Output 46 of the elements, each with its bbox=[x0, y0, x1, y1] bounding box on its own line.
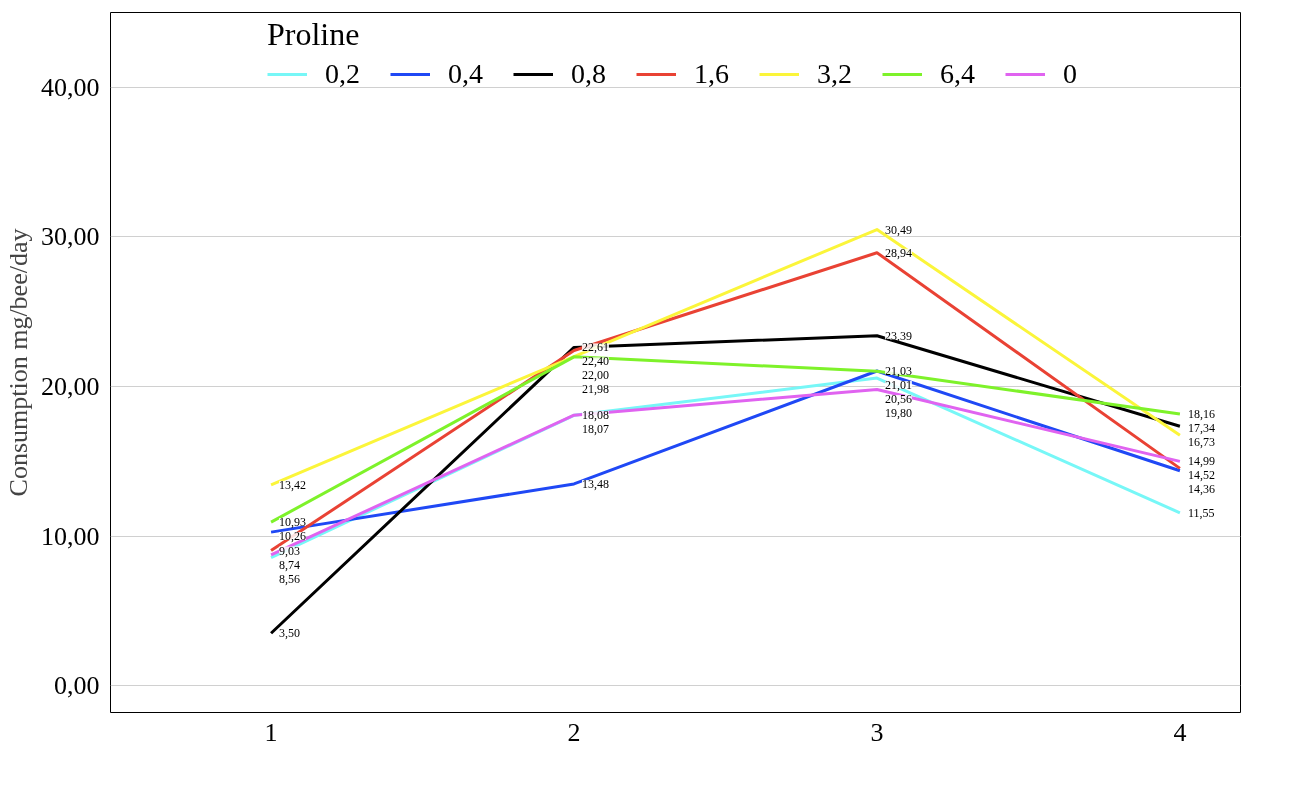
data-label: 13,48 bbox=[582, 476, 610, 491]
legend-label: 1,6 bbox=[694, 58, 729, 90]
y-tick-label: 30,00 bbox=[41, 222, 100, 252]
data-label: 30,49 bbox=[884, 222, 912, 237]
data-label: 23,39 bbox=[884, 328, 912, 343]
data-label: 3,50 bbox=[279, 626, 301, 641]
data-label: 21,03 bbox=[884, 364, 912, 379]
data-label: 19,80 bbox=[884, 406, 912, 421]
data-label: 14,52 bbox=[1187, 468, 1215, 483]
data-label: 20,56 bbox=[884, 392, 912, 407]
data-label: 18,16 bbox=[1187, 406, 1215, 421]
legend-label: 0 bbox=[1063, 58, 1078, 90]
data-label: 9,03 bbox=[279, 543, 301, 558]
x-tick-label: 2 bbox=[567, 717, 581, 747]
data-label: 16,73 bbox=[1187, 434, 1215, 449]
data-label: 18,07 bbox=[582, 422, 610, 437]
data-label: 13,42 bbox=[279, 477, 307, 492]
legend-label: 0,8 bbox=[571, 58, 606, 90]
y-axis-title: Consumption mg/bee/day bbox=[4, 228, 33, 497]
x-tick-label: 1 bbox=[264, 717, 278, 747]
data-label: 28,94 bbox=[884, 245, 912, 260]
data-label: 18,08 bbox=[582, 408, 610, 423]
legend-label: 3,2 bbox=[817, 58, 852, 90]
y-tick-label: 40,00 bbox=[41, 72, 100, 102]
data-label: 10,93 bbox=[279, 515, 307, 530]
data-label: 8,74 bbox=[279, 557, 301, 572]
data-label: 11,55 bbox=[1187, 505, 1215, 520]
data-label: 17,34 bbox=[1187, 420, 1215, 435]
data-label: 14,36 bbox=[1187, 482, 1215, 497]
data-label: 22,00 bbox=[582, 368, 610, 383]
data-label: 10,26 bbox=[279, 529, 307, 544]
data-label: 8,56 bbox=[279, 571, 301, 586]
y-tick-label: 0,00 bbox=[54, 671, 100, 701]
y-tick-label: 10,00 bbox=[41, 521, 100, 551]
y-tick-label: 20,00 bbox=[41, 371, 100, 401]
x-tick-label: 4 bbox=[1173, 717, 1187, 747]
data-label: 21,01 bbox=[884, 378, 912, 393]
data-label: 22,61 bbox=[582, 340, 610, 355]
legend-label: 6,4 bbox=[940, 58, 975, 90]
x-tick-label: 3 bbox=[870, 717, 884, 747]
legend-label: 0,4 bbox=[448, 58, 483, 90]
legend-label: 0,2 bbox=[325, 58, 360, 90]
legend-title: Proline bbox=[267, 16, 361, 53]
data-label: 22,40 bbox=[582, 354, 610, 369]
data-label: 14,99 bbox=[1187, 454, 1215, 469]
data-label: 21,98 bbox=[582, 382, 610, 397]
